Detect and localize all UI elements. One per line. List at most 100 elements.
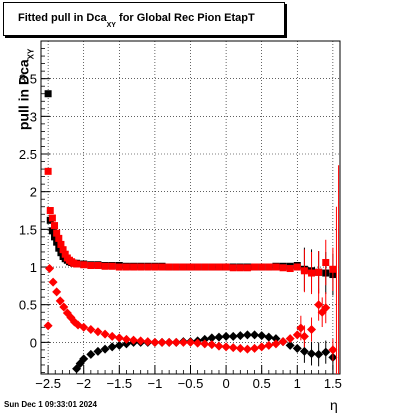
data-point-diamond <box>79 354 89 364</box>
data-point-square <box>300 267 308 275</box>
data-point-square <box>51 222 59 230</box>
data-point-square <box>201 263 209 271</box>
data-point-diamond <box>52 287 62 297</box>
data-point-diamond <box>164 337 174 347</box>
data-point-square <box>286 265 294 273</box>
data-point-diamond <box>299 346 309 356</box>
data-point-diamond <box>235 343 245 353</box>
data-point-diamond <box>48 277 58 287</box>
data-point-square <box>80 261 88 269</box>
data-point-diamond <box>271 339 281 349</box>
data-point-square <box>315 268 323 276</box>
data-point-square <box>208 263 216 271</box>
data-point-diamond <box>100 344 110 354</box>
data-point-diamond <box>257 342 267 352</box>
chart-title: Fitted pull in DcaXY for Global Rec Pion… <box>18 12 255 30</box>
data-point-square <box>101 262 109 270</box>
data-point-diamond <box>292 343 302 353</box>
data-point-square <box>137 263 145 271</box>
data-point-square <box>308 269 316 277</box>
x-tick-label: 1.5 <box>324 376 342 391</box>
data-point-square <box>322 258 330 266</box>
x-tick-label: −0.5 <box>178 376 204 391</box>
data-point-square <box>251 263 259 271</box>
data-point-square <box>44 167 52 175</box>
y-tick-label: 0.5 <box>19 298 37 313</box>
data-point-diamond <box>264 332 274 342</box>
x-tick-label: −1 <box>147 376 162 391</box>
data-point-diamond <box>129 335 139 345</box>
data-point-diamond <box>86 349 96 359</box>
data-point-diamond <box>257 331 267 341</box>
x-tick-label: −2 <box>76 376 91 391</box>
data-point-square <box>53 229 61 237</box>
x-tick-label: −2.5 <box>35 376 61 391</box>
data-point-diamond <box>328 345 338 355</box>
data-point-diamond <box>93 327 103 337</box>
data-point-diamond <box>93 346 103 356</box>
data-point-diamond <box>250 343 260 353</box>
data-point-square <box>53 238 61 246</box>
data-point-diamond <box>114 333 124 343</box>
y-tick-label: 1.5 <box>19 222 37 237</box>
x-tick-label: −1.5 <box>106 376 132 391</box>
data-point-square <box>236 264 244 272</box>
x-tick-label: 0.5 <box>253 376 271 391</box>
data-point-diamond <box>207 333 217 343</box>
data-point-square <box>272 263 280 271</box>
y-axis-label: pull in DcaXY <box>15 48 36 131</box>
data-point-diamond <box>107 331 117 341</box>
data-point-diamond <box>235 331 245 341</box>
data-point-diamond <box>55 296 65 306</box>
data-point-diamond <box>171 337 181 347</box>
data-point-square <box>55 234 63 242</box>
data-point-square <box>222 263 230 271</box>
data-point-square <box>87 262 95 270</box>
y-tick-label: 1 <box>30 260 37 275</box>
data-point-diamond <box>321 303 331 313</box>
data-point-square <box>122 263 130 271</box>
data-point-diamond <box>214 341 224 351</box>
data-point-diamond <box>242 330 252 340</box>
data-point-square <box>194 263 202 271</box>
data-point-diamond <box>285 340 295 350</box>
data-point-square <box>293 263 301 271</box>
data-point-diamond <box>107 342 117 352</box>
data-point-square <box>57 240 65 248</box>
data-point-diamond <box>285 334 295 344</box>
data-point-diamond <box>299 331 309 341</box>
data-point-square <box>73 260 81 268</box>
data-point-square <box>55 244 63 252</box>
data-point-square <box>172 263 180 271</box>
data-point-diamond <box>292 330 302 340</box>
x-axis-label: η <box>330 397 338 413</box>
data-point-square <box>243 264 251 272</box>
data-point-diamond <box>121 339 131 349</box>
data-point-diamond <box>79 322 89 332</box>
data-point-square <box>329 265 337 273</box>
data-point-square <box>48 227 56 235</box>
data-point-square <box>44 90 52 98</box>
data-point-square <box>144 263 152 271</box>
data-point-square <box>115 263 123 271</box>
x-tick-label: 0 <box>222 376 229 391</box>
data-point-diamond <box>136 336 146 346</box>
data-point-diamond <box>45 264 55 274</box>
data-point-diamond <box>121 334 131 344</box>
data-point-diamond <box>296 323 306 333</box>
data-point-square <box>151 263 159 271</box>
y-tick-label: 3.5 <box>19 72 37 87</box>
data-point-diamond <box>307 349 317 359</box>
data-point-square <box>158 263 166 271</box>
y-tick-label: 0 <box>30 335 37 350</box>
data-point-square <box>179 263 187 271</box>
data-point-square <box>46 207 54 215</box>
timestamp: Sun Dec 1 09:33:01 2024 <box>4 400 97 409</box>
y-tick-label: 2 <box>30 185 37 200</box>
data-point-diamond <box>321 347 331 357</box>
data-point-diamond <box>207 340 217 350</box>
data-point-square <box>61 250 69 258</box>
data-point-diamond <box>114 340 124 350</box>
data-point-diamond <box>221 342 231 352</box>
data-point-diamond <box>200 334 210 344</box>
